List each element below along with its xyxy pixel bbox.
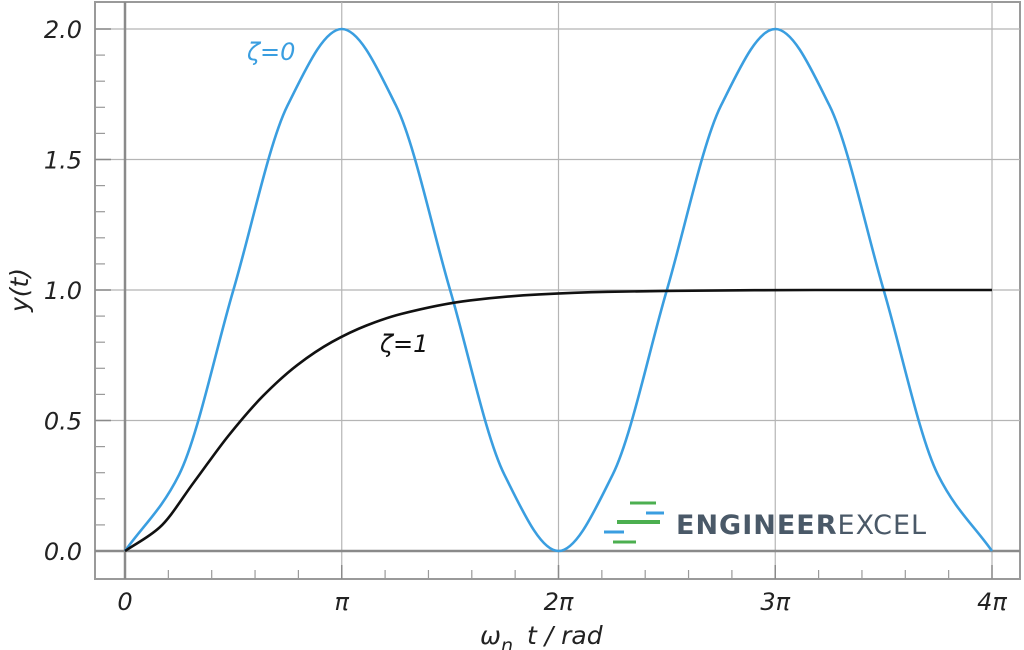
y-tick-label: 1.5: [44, 147, 82, 175]
logo-mark-icon: [604, 501, 664, 544]
y-tick-label: 0.0: [44, 538, 82, 566]
series-layer: [123, 27, 994, 553]
curve-label-zeta-0: ζ=0: [246, 38, 295, 66]
x-tick-label: π: [335, 588, 350, 616]
logo-text-light: EXCEL: [838, 510, 928, 541]
series-line-zeta-1: [124, 288, 992, 553]
x-axis-title-subscript: n: [501, 635, 513, 650]
tick-labels: 0 π 2π 3π 4π 0.0 0.5 1.0 1.5 2.0: [44, 16, 1008, 616]
y-tick-label: 2.0: [44, 16, 82, 44]
y-tick-label: 0.5: [44, 408, 82, 436]
x-axis-title-omega: ω: [480, 621, 501, 650]
curve-label-zeta-1: ζ=1: [379, 330, 428, 358]
y-tick-label: 1.0: [44, 277, 82, 305]
logo-text-bold: ENGINEER: [676, 510, 838, 541]
engineerexcel-logo: ENGINEEREXCEL: [604, 501, 927, 544]
x-axis-title: ωn t / rad: [480, 621, 603, 650]
x-tick-label: 3π: [760, 588, 790, 616]
series-line-zeta-0: [123, 27, 994, 553]
x-axis-title-rest: t / rad: [527, 621, 603, 650]
y-axis-title: y(t): [5, 268, 34, 313]
x-tick-label: 4π: [977, 588, 1007, 616]
x-tick-label: 0: [117, 588, 132, 616]
logo-text: ENGINEEREXCEL: [676, 510, 927, 541]
x-tick-label: 2π: [544, 588, 574, 616]
